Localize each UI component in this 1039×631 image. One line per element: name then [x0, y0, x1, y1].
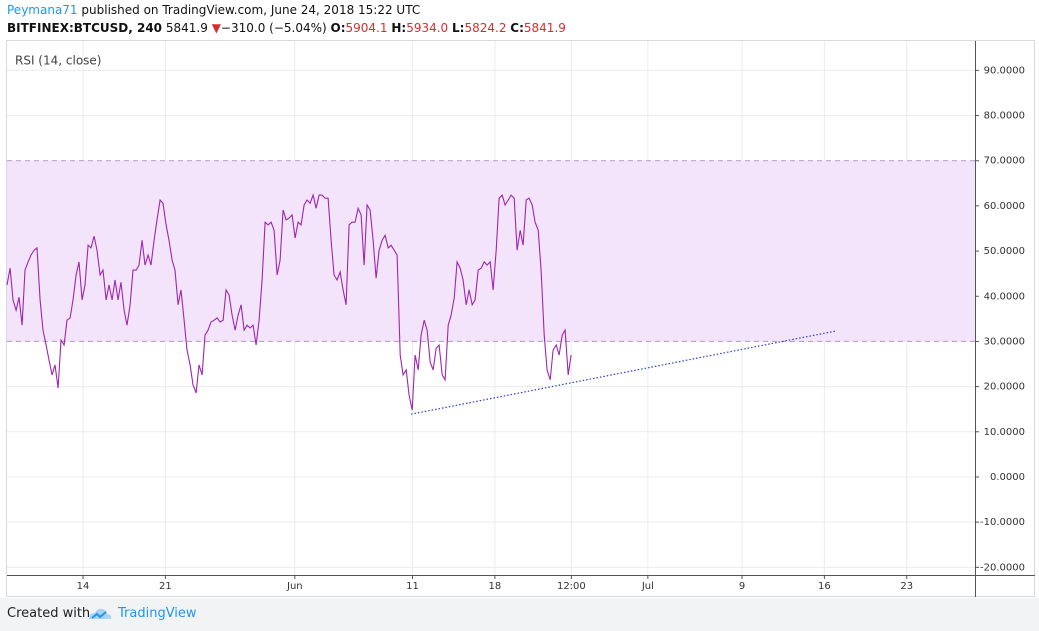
trendline [410, 330, 836, 415]
x-tick-label: 9 [739, 581, 745, 592]
symbol: BITFINEX:BTCUSD, 240 [7, 21, 163, 35]
header-line-1: Peymana71 published on TradingView.com, … [7, 3, 420, 17]
x-tick-label: Jun [286, 581, 303, 592]
y-tick-label: -10.0000 [980, 517, 1025, 528]
x-tick-label: 12:00 [557, 581, 586, 592]
legend: RSI (14, close) [15, 54, 101, 68]
y-tick-label: -20.0000 [980, 562, 1025, 573]
x-tick-label: 14 [77, 581, 90, 592]
band [7, 160, 975, 342]
chart: 90.000080.000070.000060.000050.000040.00… [6, 40, 1035, 597]
change: −310.0 (−5.04%) [220, 21, 327, 35]
close: 5841.9 [523, 21, 566, 35]
author: Peymana71 [7, 3, 78, 17]
rsi-line [6, 193, 572, 411]
open: 5904.1 [345, 21, 388, 35]
x-tick-label: 21 [159, 581, 172, 592]
plot [6, 193, 836, 415]
y-tick-label: 40.0000 [984, 291, 1025, 302]
x-tick-label: 18 [489, 581, 502, 592]
y-tick-label: 10.0000 [984, 427, 1025, 438]
x-tick-label: 11 [406, 581, 419, 592]
y-tick-label: 50.0000 [984, 246, 1025, 257]
high-label: H: [391, 21, 407, 35]
created-with: Created with [7, 606, 91, 621]
high: 5934.0 [406, 21, 449, 35]
published: published on TradingView.com, June 24, 2… [81, 3, 421, 17]
y-tick-label: 60.0000 [984, 201, 1025, 212]
y-tick-label: 90.0000 [984, 65, 1025, 76]
open-label: O: [330, 21, 346, 35]
low: 5824.2 [464, 21, 507, 35]
y-tick-label: 20.0000 [984, 382, 1025, 393]
brand: TradingView [118, 606, 197, 621]
band-fill [7, 160, 975, 342]
arrow: ▼ [211, 21, 221, 35]
header-line-2: BITFINEX:BTCUSD, 240 5841.9 ▼−310.0 (−5.… [7, 21, 566, 35]
price: 5841.9 [165, 21, 208, 35]
low-label: L: [452, 21, 465, 35]
x-tick-label: 16 [818, 581, 831, 592]
footer: Created with TradingView [0, 598, 1039, 631]
axes: 90.000080.000070.000060.000050.000040.00… [77, 65, 1025, 592]
close-label: C: [510, 21, 524, 35]
y-tick-label: 80.0000 [984, 111, 1025, 122]
x-tick-label: 23 [900, 581, 913, 592]
y-tick-label: 0.0000 [990, 472, 1025, 483]
y-tick-label: 30.0000 [984, 336, 1025, 347]
logo [89, 608, 112, 619]
x-tick-label: Jul [641, 581, 654, 592]
y-tick-label: 70.0000 [984, 156, 1025, 167]
